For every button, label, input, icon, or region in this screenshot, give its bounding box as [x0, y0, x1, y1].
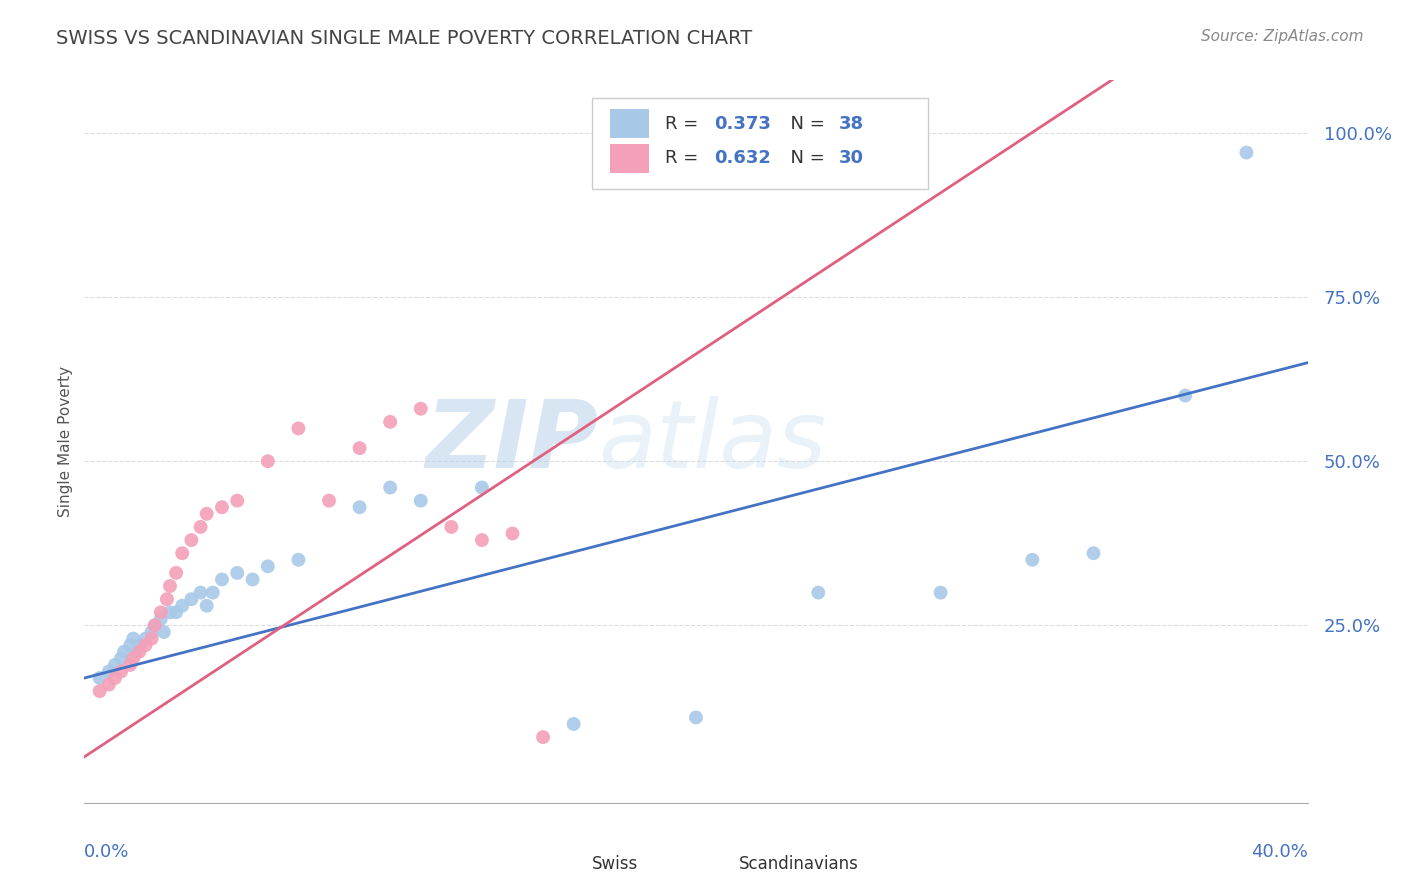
Point — [211, 573, 233, 587]
Point — [349, 441, 371, 455]
Text: R =: R = — [665, 115, 704, 133]
Text: R =: R = — [665, 149, 704, 168]
Point — [141, 625, 163, 640]
Point — [440, 520, 463, 534]
Point — [685, 710, 707, 724]
Point — [128, 645, 150, 659]
Point — [172, 546, 194, 560]
FancyBboxPatch shape — [550, 855, 586, 877]
Point — [180, 533, 202, 547]
Point — [104, 671, 127, 685]
Point — [141, 632, 163, 646]
Text: N =: N = — [779, 115, 831, 133]
Point — [257, 454, 280, 468]
Point — [318, 493, 340, 508]
Point — [409, 401, 432, 416]
Text: Scandinavians: Scandinavians — [738, 855, 859, 873]
Point — [287, 553, 309, 567]
Point — [159, 605, 181, 619]
Text: Source: ZipAtlas.com: Source: ZipAtlas.com — [1201, 29, 1364, 44]
Point — [807, 585, 830, 599]
Point — [287, 421, 309, 435]
Point — [180, 592, 202, 607]
Point — [226, 493, 249, 508]
Point — [156, 592, 179, 607]
Point — [89, 671, 111, 685]
Y-axis label: Single Male Poverty: Single Male Poverty — [58, 366, 73, 517]
Point — [929, 585, 952, 599]
Point — [349, 500, 371, 515]
Point — [471, 533, 494, 547]
Point — [562, 717, 585, 731]
Point — [143, 618, 166, 632]
Point — [1021, 553, 1043, 567]
Text: atlas: atlas — [598, 396, 827, 487]
Point — [159, 579, 181, 593]
FancyBboxPatch shape — [592, 98, 928, 189]
Point — [143, 618, 166, 632]
Point — [1174, 388, 1197, 402]
Point — [1083, 546, 1105, 560]
Point — [195, 507, 218, 521]
Point — [110, 665, 132, 679]
Point — [149, 605, 172, 619]
Point — [135, 632, 157, 646]
Text: 30: 30 — [839, 149, 865, 168]
Text: 0.632: 0.632 — [714, 149, 772, 168]
FancyBboxPatch shape — [696, 855, 733, 877]
Text: ZIP: ZIP — [425, 395, 598, 488]
Point — [149, 612, 172, 626]
Text: 0.0%: 0.0% — [84, 843, 129, 861]
Point — [122, 632, 145, 646]
Point — [172, 599, 194, 613]
Point — [1236, 145, 1258, 160]
Text: 38: 38 — [839, 115, 865, 133]
Point — [89, 684, 111, 698]
Point — [122, 651, 145, 665]
Point — [190, 585, 212, 599]
Point — [201, 585, 224, 599]
Point — [257, 559, 280, 574]
Point — [190, 520, 212, 534]
Point — [97, 677, 120, 691]
FancyBboxPatch shape — [610, 144, 650, 173]
Point — [195, 599, 218, 613]
Point — [531, 730, 554, 744]
Text: N =: N = — [779, 149, 831, 168]
Point — [409, 493, 432, 508]
Point — [380, 415, 402, 429]
Point — [242, 573, 264, 587]
Point — [226, 566, 249, 580]
Text: 0.373: 0.373 — [714, 115, 772, 133]
Point — [97, 665, 120, 679]
Point — [104, 657, 127, 672]
Point — [211, 500, 233, 515]
Point — [110, 651, 132, 665]
Point — [128, 638, 150, 652]
Point — [120, 638, 142, 652]
Point — [120, 657, 142, 672]
Point — [380, 481, 402, 495]
Text: SWISS VS SCANDINAVIAN SINGLE MALE POVERTY CORRELATION CHART: SWISS VS SCANDINAVIAN SINGLE MALE POVERT… — [56, 29, 752, 47]
Point — [502, 526, 524, 541]
Point — [135, 638, 157, 652]
Point — [471, 481, 494, 495]
Point — [165, 605, 187, 619]
Point — [125, 645, 148, 659]
FancyBboxPatch shape — [610, 109, 650, 138]
Point — [165, 566, 187, 580]
Point — [153, 625, 176, 640]
Text: 40.0%: 40.0% — [1251, 843, 1308, 861]
Text: Swiss: Swiss — [592, 855, 638, 873]
Point — [112, 645, 135, 659]
